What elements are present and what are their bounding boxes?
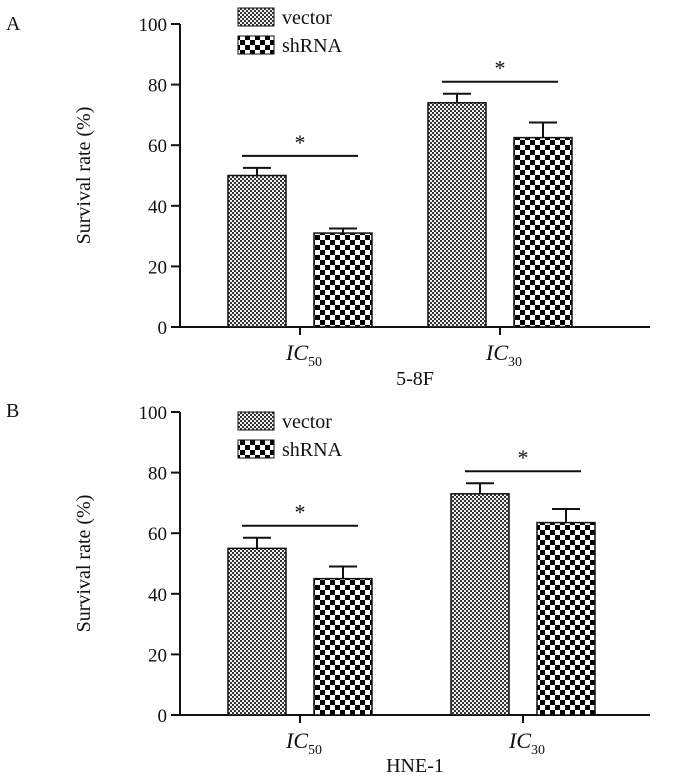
y-axis-label: Survival rate (%) (73, 107, 95, 245)
legend-swatch-vector (237, 411, 275, 431)
category-main: IC (485, 340, 508, 365)
legend: vector shRNA (237, 7, 343, 57)
panel-label: B (6, 400, 19, 422)
legend: vector shRNA (237, 411, 343, 461)
y-tick-label: 80 (148, 76, 167, 97)
y-axis-label: Survival rate (%) (73, 495, 95, 633)
bar-shrna-ic30 (513, 136, 573, 328)
y-tick-label: 40 (148, 585, 167, 606)
y-tick-label: 20 (148, 257, 167, 278)
legend-label-vector: vector (282, 411, 332, 433)
bar-vector-ic30 (427, 102, 487, 328)
y-tick-label: 100 (139, 403, 168, 424)
bar-vector-ic50 (227, 174, 287, 328)
x-tick-label: IC30 (485, 340, 522, 370)
bar-shrna-ic50 (313, 577, 373, 716)
y-tick-label: 40 (148, 197, 167, 218)
bar-shrna-ic30 (536, 521, 596, 716)
legend-swatch-vector (237, 7, 275, 27)
category-main: IC (285, 728, 308, 753)
panel-label: A (6, 13, 21, 35)
significance-marker: * (495, 56, 506, 81)
bar-shrna-ic50 (313, 232, 373, 328)
legend-label-vector: vector (282, 7, 332, 29)
y-tick-label: 0 (158, 706, 168, 727)
x-tick-label: IC30 (508, 728, 545, 758)
x-axis-label: 5-8F (396, 368, 434, 390)
y-tick-label: 100 (139, 15, 168, 36)
category-main: IC (508, 728, 531, 753)
category-subscript: 50 (308, 743, 322, 758)
x-axis-label: HNE-1 (386, 755, 444, 777)
category-main: IC (285, 340, 308, 365)
significance-marker: * (295, 130, 306, 155)
legend-label-shrna: shRNA (282, 35, 343, 57)
y-tick-label: 60 (148, 524, 167, 545)
significance-marker: * (518, 445, 529, 470)
y-tick-label: 60 (148, 136, 167, 157)
bar-vector-ic50 (227, 547, 287, 716)
category-subscript: 30 (531, 743, 545, 758)
x-tick-label: IC50 (285, 728, 322, 758)
legend-swatch-shrna (237, 439, 275, 459)
x-tick-label: IC50 (285, 340, 322, 370)
category-subscript: 50 (308, 355, 322, 370)
bar-vector-ic30 (450, 493, 510, 716)
significance-marker: * (295, 500, 306, 525)
y-tick-label: 20 (148, 645, 167, 666)
y-tick-label: 80 (148, 464, 167, 485)
category-subscript: 30 (508, 355, 522, 370)
y-tick-label: 0 (158, 318, 168, 339)
legend-swatch-shrna (237, 35, 275, 55)
legend-label-shrna: shRNA (282, 439, 343, 461)
